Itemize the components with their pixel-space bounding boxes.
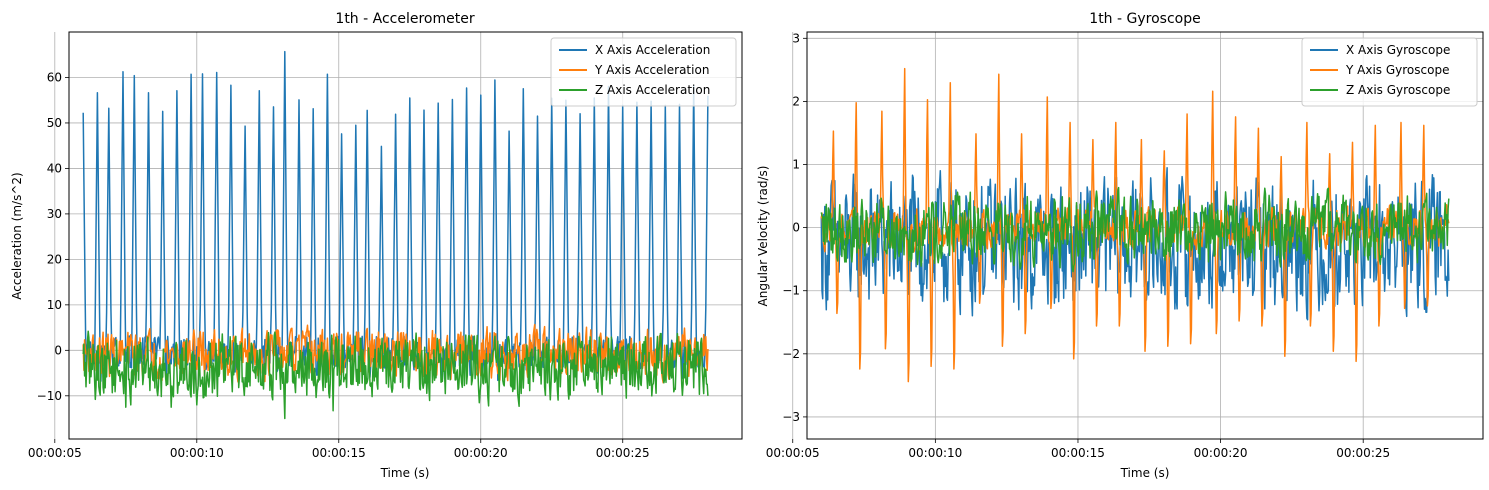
accelerometer-title: 1th - Accelerometer bbox=[335, 11, 474, 27]
gyroscope-lines bbox=[820, 67, 1450, 383]
x-tick-label: 00:00:15 bbox=[312, 446, 366, 460]
y-tick-label: 30 bbox=[47, 207, 62, 221]
y-tick-label: 0 bbox=[792, 221, 800, 235]
y-tick-label: 1 bbox=[792, 158, 800, 172]
x-tick-label: 00:00:05 bbox=[28, 446, 82, 460]
legend-label: X Axis Gyroscope bbox=[1346, 43, 1450, 57]
x-tick-label: 00:00:20 bbox=[454, 446, 508, 460]
x-tick-label: 00:00:25 bbox=[1336, 446, 1390, 460]
accelerometer-ticks: −10 0 10 20 30 40 50 60 00:00:05 00:00:10 00:00:15… bbox=[28, 70, 650, 460]
accelerometer-lines bbox=[82, 50, 709, 420]
x-tick-label: 00:00:15 bbox=[1051, 446, 1105, 460]
accelerometer-xlabel: Time (s) bbox=[380, 466, 430, 480]
gyroscope-ylabel: Angular Velocity (rad/s) bbox=[756, 166, 770, 307]
legend-label: Z Axis Acceleration bbox=[595, 83, 710, 97]
x-tick-label: 00:00:05 bbox=[766, 446, 820, 460]
y-tick-label: 0 bbox=[54, 343, 62, 357]
accelerometer-ylabel: Acceleration (m/s^2) bbox=[10, 172, 24, 299]
legend-label: X Axis Acceleration bbox=[595, 43, 710, 57]
x-tick-label: 00:00:25 bbox=[596, 446, 650, 460]
y-tick-label: 2 bbox=[792, 94, 800, 108]
y-tick-label: −10 bbox=[37, 389, 62, 403]
y-tick-label: 40 bbox=[47, 161, 62, 175]
x-tick-label: 00:00:20 bbox=[1194, 446, 1248, 460]
y-tick-label: 50 bbox=[47, 116, 62, 130]
series-line-z bbox=[820, 186, 1450, 273]
series-line-z bbox=[82, 330, 709, 420]
y-tick-label: −3 bbox=[782, 410, 800, 424]
legend-label: Y Axis Acceleration bbox=[594, 63, 709, 77]
x-tick-label: 00:00:10 bbox=[908, 446, 962, 460]
gyroscope-chart: 1th - Gyroscope −3 −2 −1 0 1 2 3 00:00:05 00:00:… bbox=[756, 11, 1484, 480]
y-tick-label: −1 bbox=[782, 284, 800, 298]
gyroscope-legend: X Axis Gyroscope Y Axis Gyroscope Z Axis G… bbox=[1301, 37, 1478, 107]
accelerometer-axes-frame bbox=[68, 31, 743, 440]
accelerometer-chart: 1th - Accelerometer −10 0 10 20 30 40 50 60 00:0… bbox=[10, 11, 743, 480]
gyroscope-title: 1th - Gyroscope bbox=[1089, 11, 1200, 27]
y-tick-label: 60 bbox=[47, 70, 62, 84]
legend-label: Y Axis Gyroscope bbox=[1345, 63, 1449, 77]
x-tick-label: 00:00:10 bbox=[170, 446, 224, 460]
y-tick-label: 20 bbox=[47, 252, 62, 266]
y-tick-label: −2 bbox=[782, 347, 800, 361]
y-tick-label: 3 bbox=[792, 31, 800, 45]
legend-box bbox=[1301, 37, 1478, 107]
legend-label: Z Axis Gyroscope bbox=[1346, 83, 1450, 97]
legend-box bbox=[550, 37, 737, 107]
accelerometer-legend: X Axis Acceleration Y Axis Acceleration Z … bbox=[550, 37, 737, 107]
gyroscope-xlabel: Time (s) bbox=[1120, 466, 1170, 480]
y-tick-label: 10 bbox=[47, 298, 62, 312]
gyroscope-ticks: −3 −2 −1 0 1 2 3 00:00:05 00:00:10 00:00:15 00:00:… bbox=[766, 31, 1390, 460]
gyroscope-axes-frame bbox=[806, 31, 1484, 440]
